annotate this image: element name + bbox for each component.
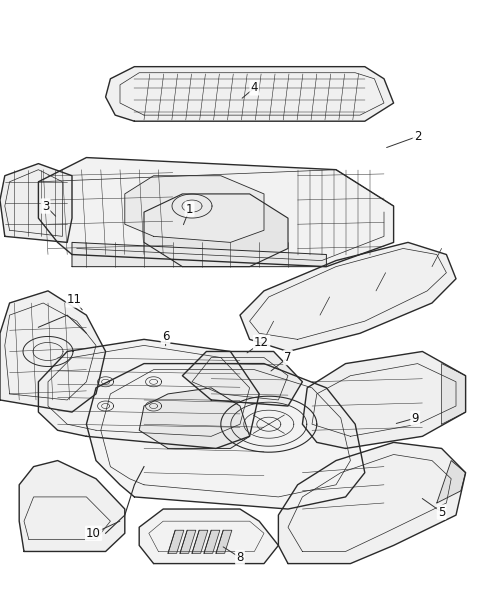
Polygon shape [0, 291, 106, 412]
Text: 10: 10 [86, 527, 101, 540]
Polygon shape [0, 164, 72, 242]
Text: 5: 5 [438, 505, 445, 519]
Polygon shape [182, 351, 302, 406]
Polygon shape [192, 530, 208, 553]
Polygon shape [19, 461, 125, 551]
Text: 6: 6 [162, 330, 169, 343]
Text: 8: 8 [236, 551, 244, 564]
Polygon shape [437, 461, 466, 503]
Text: 4: 4 [251, 81, 258, 95]
Polygon shape [139, 388, 250, 448]
Polygon shape [38, 158, 394, 267]
Text: 11: 11 [67, 293, 82, 307]
Text: 7: 7 [284, 351, 292, 364]
Text: 1: 1 [186, 202, 193, 216]
Polygon shape [72, 242, 326, 267]
Polygon shape [86, 364, 365, 509]
Polygon shape [442, 364, 466, 424]
Polygon shape [38, 339, 259, 448]
Polygon shape [302, 351, 466, 448]
Polygon shape [278, 442, 466, 564]
Text: 12: 12 [254, 336, 269, 349]
Text: 9: 9 [411, 411, 419, 425]
Polygon shape [125, 176, 264, 242]
Polygon shape [204, 530, 220, 553]
Polygon shape [106, 67, 394, 121]
Polygon shape [168, 530, 184, 553]
Text: 2: 2 [414, 130, 421, 143]
Polygon shape [216, 530, 232, 553]
Polygon shape [139, 509, 278, 564]
Text: 3: 3 [42, 199, 49, 213]
Polygon shape [180, 530, 196, 553]
Polygon shape [144, 194, 288, 267]
Polygon shape [240, 242, 456, 351]
